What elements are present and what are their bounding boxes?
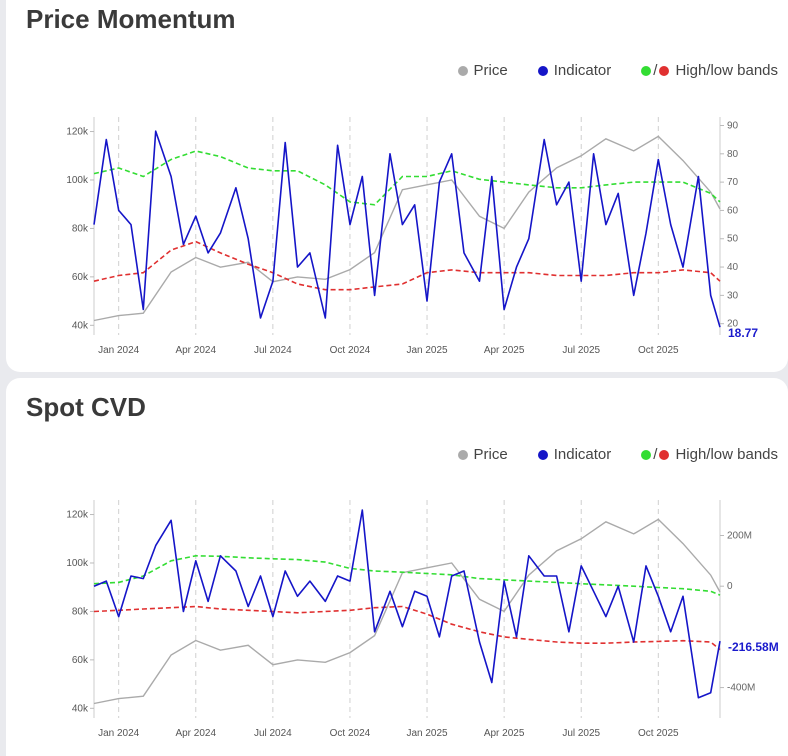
y-left-tick-label: 40k bbox=[72, 320, 89, 331]
legend-price-label: Price bbox=[473, 446, 508, 463]
y-right-tick-label: 50 bbox=[727, 234, 739, 245]
low-band-line bbox=[93, 605, 721, 651]
chart-legend: Price Indicator / High/low bands bbox=[434, 62, 778, 79]
x-tick-label: Oct 2024 bbox=[330, 728, 371, 739]
y-left-tick-label: 60k bbox=[72, 272, 89, 283]
y-right-tick-label: 60 bbox=[727, 205, 739, 216]
indicator-line bbox=[93, 509, 721, 699]
y-right-tick-label: 200M bbox=[727, 530, 752, 541]
x-tick-label: Jul 2024 bbox=[254, 345, 292, 356]
legend-price[interactable]: Price bbox=[457, 446, 508, 463]
legend-bands-slash: / bbox=[653, 62, 658, 79]
y-left-tick-label: 60k bbox=[72, 655, 89, 666]
y-left-tick-label: 40k bbox=[72, 703, 89, 714]
x-tick-label: Apr 2025 bbox=[484, 728, 525, 739]
legend-indicator[interactable]: Indicator bbox=[537, 62, 612, 79]
spot-cvd-chart: Jan 2024 Apr 2024 Jul 2024 Oct 2024 Jan 2025… bbox=[66, 500, 779, 739]
y-left-tick-label: 100k bbox=[66, 175, 89, 186]
y-right-tick-label: 80 bbox=[727, 149, 739, 160]
x-tick-label: Apr 2025 bbox=[484, 345, 525, 356]
price-line bbox=[93, 135, 721, 322]
legend-price-label: Price bbox=[473, 62, 508, 79]
spot-cvd-card: Spot CVD Price Indicator / High/low band… bbox=[6, 378, 788, 756]
price-momentum-chart: Jan 2024 Apr 2024 Jul 2024 Oct 2024 Jan 2025… bbox=[66, 117, 758, 356]
legend-low-band-dot-icon bbox=[659, 65, 670, 76]
legend-indicator-dot-icon bbox=[537, 65, 548, 76]
current-value-label: -216.58M bbox=[728, 640, 779, 654]
price-momentum-card: Price Momentum Price Indicator / High/lo… bbox=[6, 0, 788, 372]
x-tick-label: Jan 2025 bbox=[406, 728, 448, 739]
legend-price-dot-icon bbox=[457, 449, 468, 460]
low-band-line bbox=[93, 240, 721, 291]
y-right-tick-label: -400M bbox=[727, 683, 755, 694]
legend-bands-label: High/low bands bbox=[675, 62, 778, 79]
legend-price-dot-icon bbox=[457, 65, 468, 76]
y-left-tick-label: 80k bbox=[72, 223, 89, 234]
legend-indicator-dot-icon bbox=[537, 449, 548, 460]
high-band-line bbox=[93, 150, 721, 206]
chart-title: Price Momentum bbox=[26, 4, 236, 34]
y-left-tick-label: 100k bbox=[66, 558, 89, 569]
legend-indicator-label: Indicator bbox=[553, 446, 612, 463]
legend-bands[interactable]: / High/low bands bbox=[641, 446, 778, 463]
legend-bands-slash: / bbox=[653, 446, 658, 463]
y-right-tick-label: 30 bbox=[727, 290, 739, 301]
legend-bands[interactable]: / High/low bands bbox=[641, 62, 778, 79]
y-left-tick-label: 120k bbox=[66, 510, 89, 521]
x-tick-label: Jul 2024 bbox=[254, 728, 292, 739]
y-left-tick-label: 80k bbox=[72, 606, 89, 617]
x-tick-label: Apr 2024 bbox=[175, 728, 216, 739]
y-right-tick-label: 0 bbox=[727, 581, 733, 592]
legend-low-band-dot-icon bbox=[659, 449, 670, 460]
y-left-tick-label: 120k bbox=[66, 127, 89, 138]
legend-price[interactable]: Price bbox=[457, 62, 508, 79]
x-tick-label: Oct 2024 bbox=[330, 345, 371, 356]
current-value-label: 18.77 bbox=[728, 326, 758, 340]
y-right-tick-label: 40 bbox=[727, 262, 739, 273]
indicator-line bbox=[93, 130, 721, 328]
legend-bands-label: High/low bands bbox=[675, 446, 778, 463]
x-tick-label: Jan 2024 bbox=[98, 728, 140, 739]
y-right-tick-label: 20 bbox=[727, 319, 739, 330]
y-right-tick-label: 70 bbox=[727, 177, 739, 188]
x-tick-label: Oct 2025 bbox=[638, 728, 679, 739]
x-tick-label: Jan 2024 bbox=[98, 345, 140, 356]
x-tick-label: Jul 2025 bbox=[562, 345, 600, 356]
legend-high-band-dot-icon bbox=[641, 449, 652, 460]
x-tick-label: Oct 2025 bbox=[638, 345, 679, 356]
x-tick-label: Apr 2024 bbox=[175, 345, 216, 356]
legend-indicator[interactable]: Indicator bbox=[537, 446, 612, 463]
x-tick-label: Jul 2025 bbox=[562, 728, 600, 739]
legend-indicator-label: Indicator bbox=[553, 62, 612, 79]
y-right-tick-label: 90 bbox=[727, 120, 739, 131]
chart-title: Spot CVD bbox=[26, 392, 146, 422]
legend-high-band-dot-icon bbox=[641, 65, 652, 76]
price-line bbox=[93, 518, 721, 705]
high-band-line bbox=[93, 554, 721, 596]
x-tick-label: Jan 2025 bbox=[406, 345, 448, 356]
chart-legend: Price Indicator / High/low bands bbox=[434, 446, 778, 463]
